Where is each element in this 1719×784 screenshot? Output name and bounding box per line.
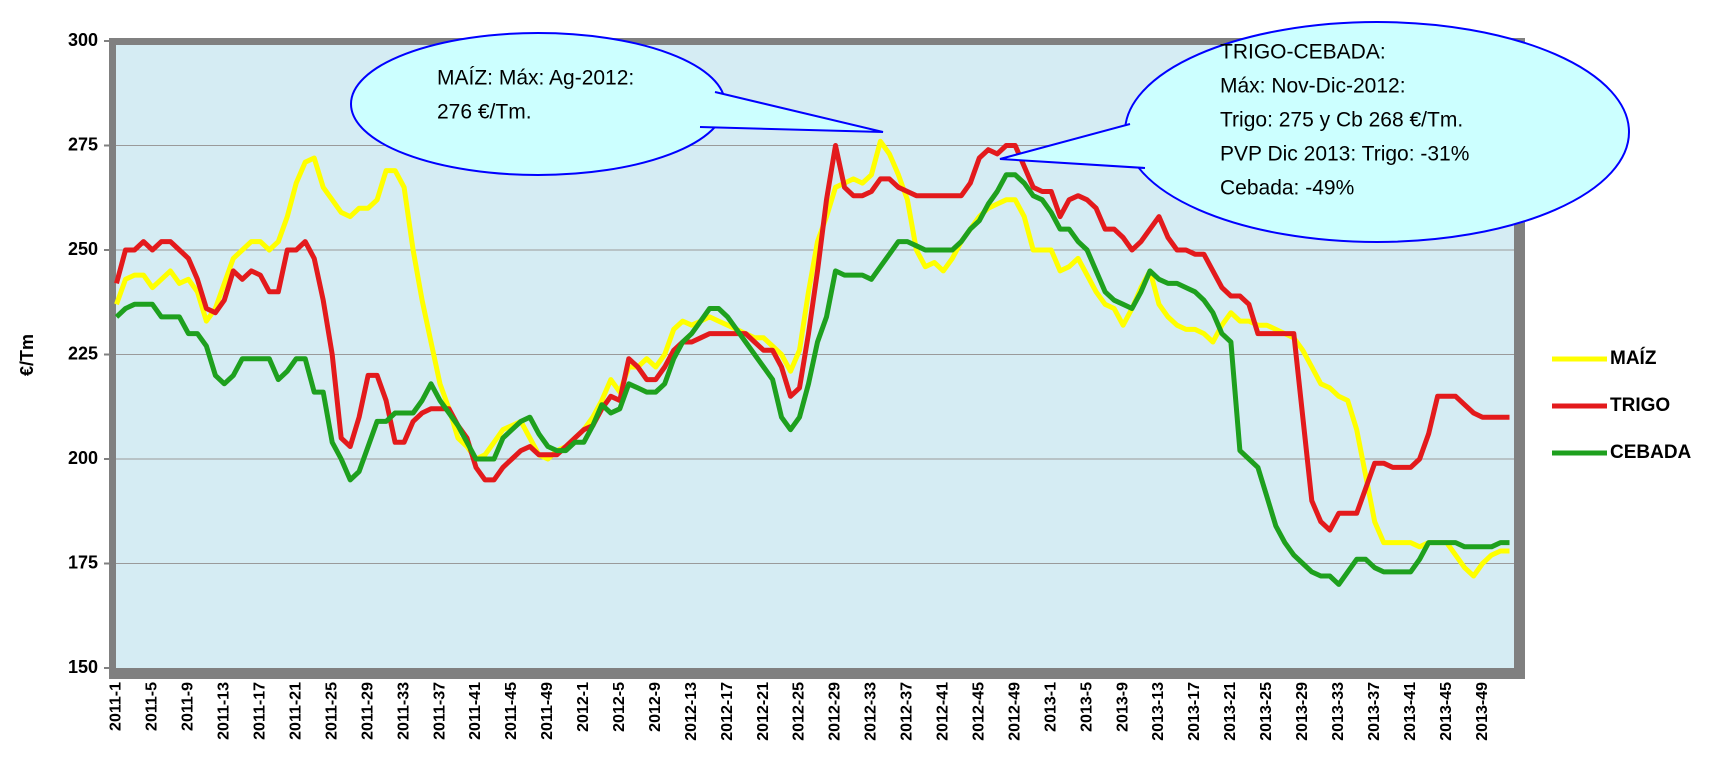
x-tick-label: 2013-21 bbox=[1222, 682, 1239, 741]
y-tick-label: 200 bbox=[68, 448, 98, 468]
callout-text: Trigo: 275 y Cb 268 €/Tm. bbox=[1220, 109, 1463, 132]
x-tick-label: 2012-21 bbox=[755, 682, 772, 741]
legend-label: MAÍZ bbox=[1610, 347, 1657, 369]
x-tick-label: 2011-33 bbox=[395, 682, 412, 740]
x-tick-label: 2013-25 bbox=[1258, 682, 1275, 741]
y-tick-label: 275 bbox=[68, 134, 98, 154]
x-tick-label: 2011-37 bbox=[431, 682, 448, 740]
x-tick-label: 2013-13 bbox=[1150, 682, 1167, 741]
legend-label: TRIGO bbox=[1610, 395, 1670, 416]
x-tick-label: 2013-33 bbox=[1330, 682, 1347, 741]
x-tick-label: 2012-25 bbox=[791, 682, 808, 741]
x-tick-label: 2012-33 bbox=[863, 682, 880, 741]
series-line bbox=[114, 138, 1510, 579]
x-tick-label: 2013-41 bbox=[1402, 682, 1419, 741]
y-tick-label: 175 bbox=[68, 552, 98, 572]
x-tick-label: 2011-45 bbox=[503, 682, 520, 740]
x-tick-label: 2012-9 bbox=[647, 682, 664, 732]
x-tick-label: 2012-37 bbox=[899, 682, 916, 741]
x-tick-label: 2013-17 bbox=[1186, 682, 1203, 741]
x-tick-label: 2012-13 bbox=[683, 682, 700, 741]
y-tick-label: 150 bbox=[68, 657, 98, 677]
x-tick-label: 2013-9 bbox=[1114, 682, 1131, 732]
x-tick-label: 2011-13 bbox=[216, 682, 233, 740]
y-tick-label: 225 bbox=[68, 343, 98, 363]
x-tick-label: 2012-41 bbox=[935, 682, 952, 741]
x-tick-label: 2012-5 bbox=[611, 682, 628, 732]
callout-text: Cebada: -49% bbox=[1220, 177, 1354, 200]
x-tick-label: 2012-17 bbox=[719, 682, 736, 741]
x-tick-label: 2011-1 bbox=[108, 682, 125, 731]
x-tick-label: 2013-45 bbox=[1438, 682, 1455, 741]
callout-pointer bbox=[1000, 124, 1145, 168]
x-tick-label: 2012-29 bbox=[827, 682, 844, 741]
callout-bubble bbox=[350, 32, 726, 176]
x-tick-label: 2013-49 bbox=[1474, 682, 1491, 741]
x-tick-label: 2011-5 bbox=[144, 682, 161, 731]
x-tick-label: 2011-25 bbox=[323, 682, 340, 740]
x-tick-label: 2013-5 bbox=[1078, 682, 1095, 732]
callout-text: MAÍZ: Máx: Ag-2012: bbox=[437, 67, 634, 90]
callout-text: Máx: Nov-Dic-2012: bbox=[1220, 75, 1406, 98]
series-line bbox=[114, 143, 1510, 533]
y-tick-label: 250 bbox=[68, 239, 98, 259]
callout-text: PVP Dic 2013: Trigo: -31% bbox=[1220, 143, 1469, 166]
x-tick-label: 2012-1 bbox=[575, 682, 592, 732]
legend-label: CEBADA bbox=[1610, 442, 1692, 463]
x-tick-label: 2013-1 bbox=[1042, 682, 1059, 732]
callout-pointer-edge bbox=[999, 123, 1146, 169]
x-tick-label: 2011-41 bbox=[467, 682, 484, 740]
x-tick-label: 2011-21 bbox=[287, 682, 304, 740]
x-tick-label: 2011-9 bbox=[180, 682, 197, 731]
x-tick-label: 2013-29 bbox=[1294, 682, 1311, 741]
x-tick-label: 2012-45 bbox=[970, 682, 987, 741]
x-tick-label: 2011-17 bbox=[252, 682, 269, 740]
x-tick-label: 2011-29 bbox=[359, 682, 376, 740]
x-tick-label: 2012-49 bbox=[1006, 682, 1023, 741]
series-line bbox=[114, 172, 1510, 587]
x-tick-label: 2011-49 bbox=[539, 682, 556, 740]
callout-text: 276 €/Tm. bbox=[437, 101, 532, 124]
callout-text: TRIGO-CEBADA: bbox=[1220, 41, 1386, 64]
x-tick-label: 2013-37 bbox=[1366, 682, 1383, 741]
y-tick-label: 300 bbox=[68, 30, 98, 50]
y-axis-label: €/Tm bbox=[17, 334, 37, 376]
callout-pointer-edge bbox=[699, 91, 884, 133]
